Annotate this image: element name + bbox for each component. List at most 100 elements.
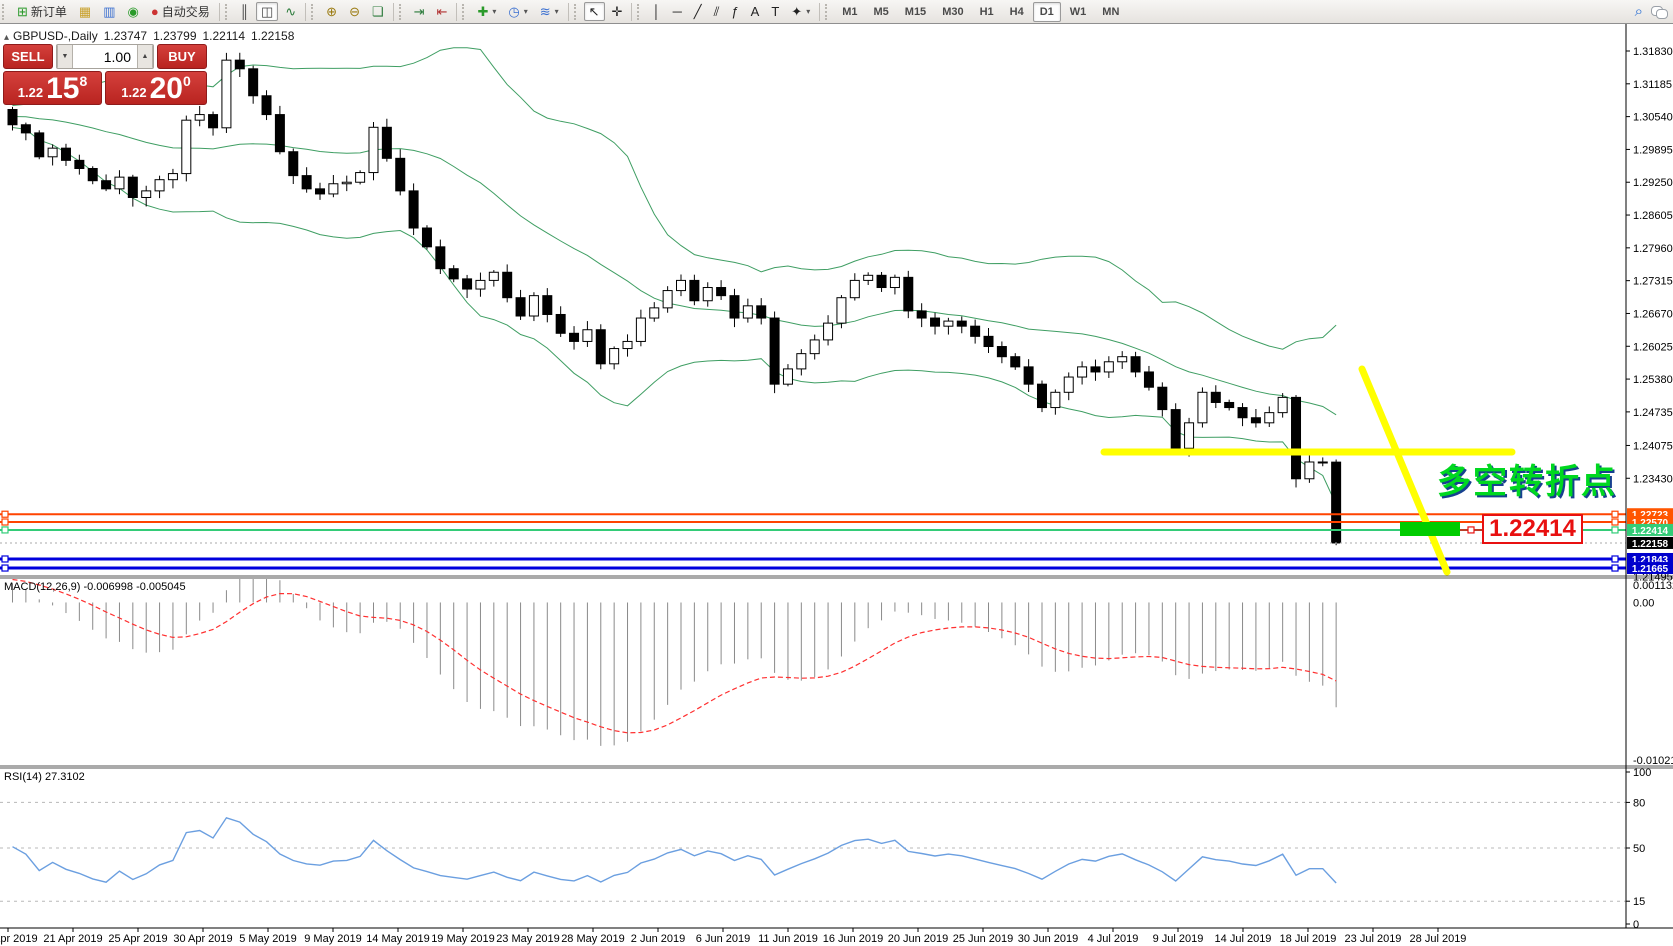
timeframe-mn-button[interactable]: MN: [1102, 5, 1120, 18]
timeframe-m1-button[interactable]: M1: [842, 5, 858, 18]
candles-chart-icon: ◫: [260, 4, 274, 19]
chart-canvas[interactable]: 1.31830 1.31185 1.30540 1.29895 1.29250 1.286…: [0, 24, 1673, 946]
vertical-line-icon: │: [652, 4, 661, 19]
line-chart-button[interactable]: ∿: [280, 2, 301, 21]
new-chart-dropdown-icon[interactable]: ▾: [492, 7, 497, 16]
close-value: 1.22158: [251, 29, 295, 43]
pane-separators: [0, 24, 1673, 929]
templates-dropdown-icon[interactable]: ▾: [554, 7, 559, 16]
periods-dropdown-icon[interactable]: ▾: [523, 7, 528, 16]
templates-button[interactable]: ≋ ▾: [535, 2, 564, 21]
vertical-line-button[interactable]: │: [647, 2, 665, 21]
svg-text:0: 0: [1633, 919, 1639, 931]
toolbar-buttons: ⊞ 新订单 ▦ ▥ ◉ ● 自动交易 ║ ◫ ∿ ⊕ ⊖ ❏ ⇥ ⇤ ✚ ▾ ◷ ▾ ≋ ▾ ↖ ✛ │ ─ ╱ ⫽ ƒ A T ✦ ▾ M1 M…: [0, 0, 1127, 23]
text-label-button[interactable]: T: [766, 2, 784, 21]
svg-text:16 Jun 2019: 16 Jun 2019: [823, 933, 884, 945]
timeframe-h1-button[interactable]: H1: [979, 5, 994, 18]
svg-text:1.22414: 1.22414: [1632, 526, 1669, 537]
yellow-annotation-lines[interactable]: [1100, 365, 1516, 576]
svg-text:18 Jul 2019: 18 Jul 2019: [1280, 933, 1337, 945]
bars-chart-button[interactable]: ║: [235, 2, 254, 21]
trend-line-button[interactable]: ╱: [689, 2, 707, 21]
sell-button[interactable]: SELL: [3, 44, 53, 69]
svg-text:1.26670: 1.26670: [1633, 308, 1673, 320]
rsi-level-lines: [0, 801, 1626, 902]
auto-trading-button[interactable]: ● 自动交易: [146, 0, 215, 23]
horizontal-line-button[interactable]: ─: [668, 2, 687, 21]
new-order-label: 新订单: [30, 5, 67, 19]
volume-decrease-button[interactable]: ▼: [57, 45, 73, 68]
market-watch-button[interactable]: ▥: [98, 2, 120, 21]
sell-price[interactable]: 1.22 15 8: [3, 71, 102, 105]
timeframe-m15-button[interactable]: M15: [904, 5, 927, 18]
collapse-panel-icon[interactable]: ▴: [4, 32, 10, 43]
chat-icon[interactable]: [1651, 5, 1668, 19]
chart-shift-button[interactable]: ⇤: [432, 2, 453, 21]
tile-windows-button[interactable]: ❏: [367, 2, 389, 21]
svg-text:1.25380: 1.25380: [1633, 374, 1673, 386]
timeframe-m5-button[interactable]: M5: [873, 5, 889, 18]
bars-chart-icon: ║: [239, 4, 249, 19]
svg-text:-0.010216: -0.010216: [1633, 755, 1673, 767]
periods-button[interactable]: ◷ ▾: [503, 2, 532, 21]
svg-text:21 Apr 2019: 21 Apr 2019: [43, 933, 102, 945]
bollinger-lower-band: [12, 127, 1337, 505]
svg-text:4 Jul 2019: 4 Jul 2019: [1088, 933, 1139, 945]
zoom-out-button[interactable]: ⊖: [344, 2, 365, 21]
zoom-in-button[interactable]: ⊕: [321, 2, 342, 21]
svg-text:1.29250: 1.29250: [1633, 177, 1673, 189]
svg-text:1.22570: 1.22570: [1632, 518, 1669, 529]
timeframe-h4-button[interactable]: H4: [1009, 5, 1024, 18]
templates-icon: ≋: [539, 4, 551, 19]
cursor-button[interactable]: ↖: [583, 2, 605, 21]
horizontal-level-lines[interactable]: [0, 510, 1626, 572]
candles-chart-button[interactable]: ◫: [255, 2, 279, 21]
new-chart-button[interactable]: ✚ ▾: [472, 2, 501, 21]
svg-text:1.27960: 1.27960: [1633, 243, 1673, 255]
arrows-shapes-button[interactable]: ✦ ▾: [786, 2, 815, 21]
svg-text:1.21843: 1.21843: [1632, 555, 1669, 566]
svg-text:1.23430: 1.23430: [1633, 473, 1673, 485]
svg-text:15: 15: [1633, 896, 1645, 908]
volume-input[interactable]: [73, 45, 137, 68]
tile-windows-icon: ❏: [371, 4, 384, 19]
auto-trading-label: 自动交易: [161, 5, 210, 19]
equidistant-channel-icon: ⫽: [713, 4, 720, 19]
svg-text:1.27315: 1.27315: [1633, 276, 1673, 288]
search-icon[interactable]: ⌕: [1634, 3, 1643, 20]
signals-button[interactable]: ◉: [123, 2, 144, 21]
arrows-shapes-dropdown-icon[interactable]: ▾: [806, 7, 811, 16]
chart-profiles-button[interactable]: ▦: [74, 2, 96, 21]
arrows-shapes-icon: ✦: [791, 4, 803, 19]
buy-price[interactable]: 1.22 20 0: [105, 71, 207, 105]
text-icon: A: [750, 4, 760, 19]
rsi-label: RSI(14) 27.3102: [4, 771, 85, 783]
buy-price-pip: 0: [182, 73, 191, 89]
crosshair-button[interactable]: ✛: [607, 2, 628, 21]
timeframe-m30-button[interactable]: M30: [942, 5, 964, 18]
buy-button[interactable]: BUY: [157, 44, 207, 69]
chart-profiles-icon: ▦: [78, 4, 92, 19]
new-order-button[interactable]: ⊞ 新订单: [12, 0, 72, 23]
horizontal-line-icon: ─: [672, 4, 682, 19]
high-value: 1.23799: [153, 29, 197, 43]
price-callout[interactable]: 1.22414: [1482, 514, 1583, 544]
bollinger-bands: [12, 47, 1337, 505]
zoom-out-icon: ⊖: [349, 4, 360, 19]
svg-text:25 Apr 2019: 25 Apr 2019: [108, 933, 167, 945]
fibonacci-button[interactable]: ƒ: [726, 2, 743, 21]
new-order-icon: ⊞: [17, 4, 28, 19]
annotation-text[interactable]: 多空转折点: [1437, 463, 1617, 501]
svg-text:1.26025: 1.26025: [1633, 341, 1673, 353]
auto-scroll-button[interactable]: ⇥: [409, 2, 430, 21]
equidistant-channel-button[interactable]: ⫽: [709, 2, 725, 21]
green-highlight-rect[interactable]: [1400, 522, 1460, 536]
svg-text:20 Jun 2019: 20 Jun 2019: [888, 933, 949, 945]
timeframe-w1-button[interactable]: W1: [1069, 5, 1087, 18]
text-button[interactable]: A: [746, 2, 765, 21]
svg-text:11 Jun 2019: 11 Jun 2019: [758, 933, 818, 945]
timeframe-d1-button[interactable]: D1: [1032, 1, 1061, 22]
svg-text:14 May 2019: 14 May 2019: [366, 933, 430, 945]
volume-increase-button[interactable]: ▲: [137, 45, 153, 68]
svg-text:14 Jul 2019: 14 Jul 2019: [1215, 933, 1272, 945]
